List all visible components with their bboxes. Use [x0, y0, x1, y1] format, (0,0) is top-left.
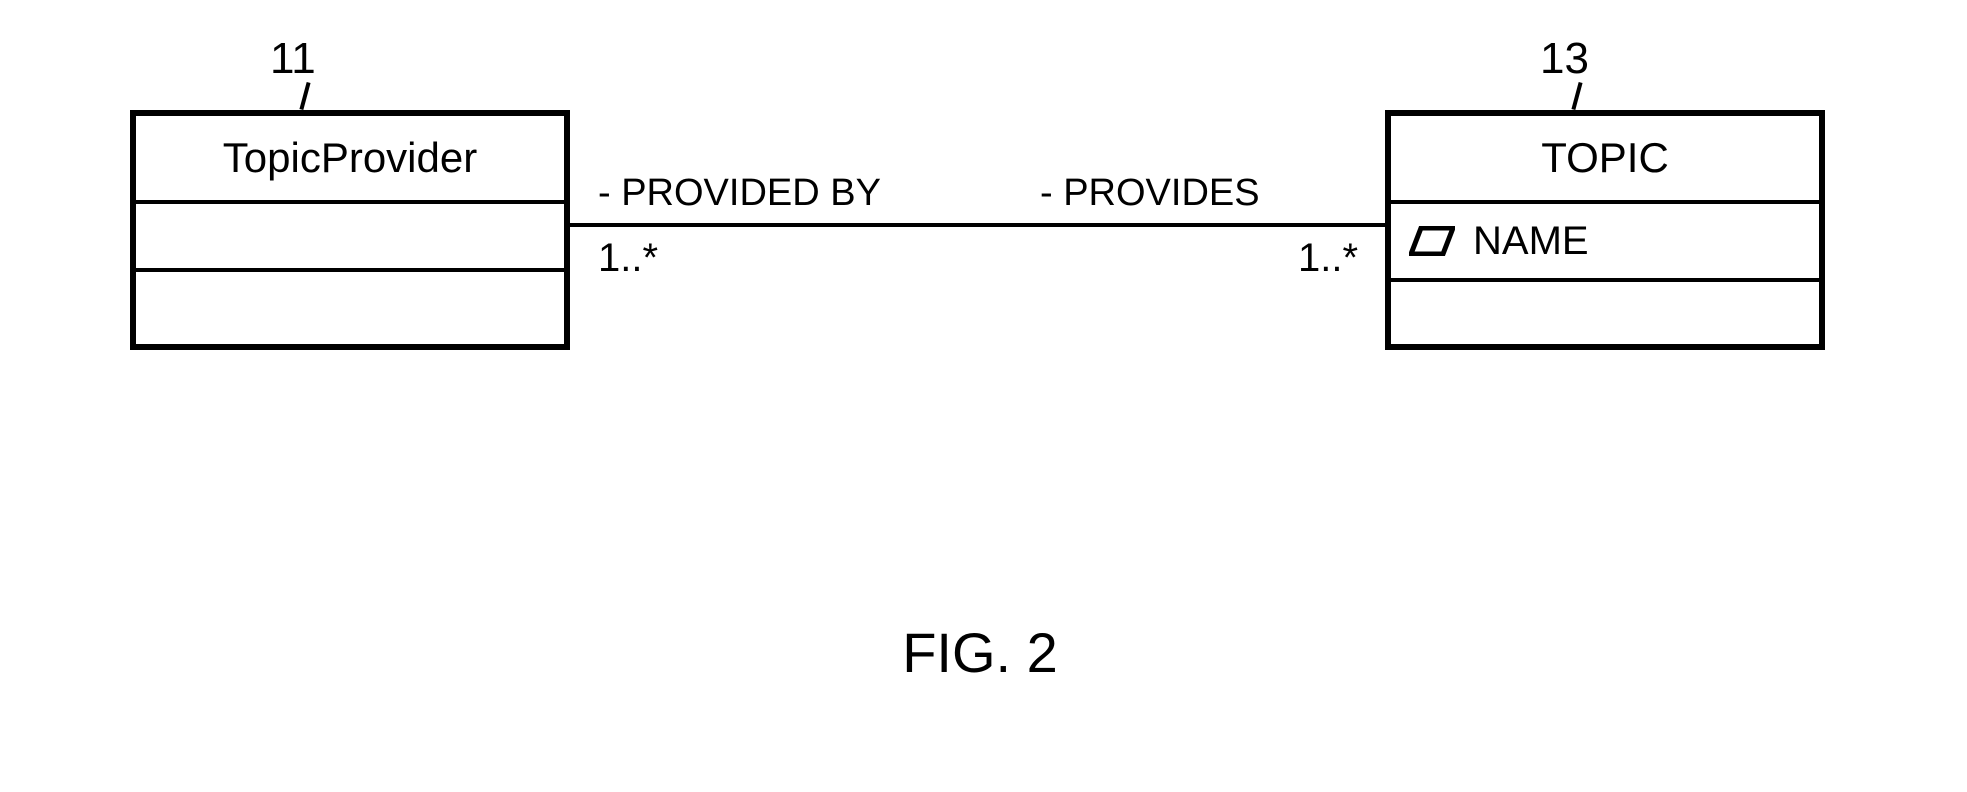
class-topic-attr-name: NAME [1473, 219, 1589, 264]
right-ref-number: 13 [1540, 34, 1589, 84]
association-role-right: - PROVIDES [1040, 172, 1260, 215]
class-topic-attrs: NAME [1391, 204, 1819, 282]
class-topicprovider-attrs [136, 204, 564, 272]
association-role-left: - PROVIDED BY [598, 172, 881, 215]
class-topicprovider: TopicProvider [130, 110, 570, 350]
class-topic-name: TOPIC [1541, 134, 1669, 182]
left-ref-number: 11 [270, 34, 316, 84]
left-ref-tick [299, 82, 310, 110]
association-line [570, 223, 1385, 227]
class-topicprovider-name: TopicProvider [223, 134, 477, 182]
association-mult-left: 1..* [598, 236, 658, 281]
class-topic: TOPIC NAME [1385, 110, 1825, 350]
class-topic-header: TOPIC [1391, 116, 1819, 204]
diagram-canvas: 11 13 TopicProvider TOPIC NAME - PROVIDE… [0, 0, 1967, 792]
class-topic-ops [1391, 282, 1819, 344]
class-topicprovider-ops [136, 272, 564, 344]
association-mult-right: 1..* [1298, 236, 1358, 281]
class-topic-attr-row: NAME [1391, 204, 1819, 278]
class-topicprovider-header: TopicProvider [136, 116, 564, 204]
parallelogram-icon [1409, 226, 1455, 256]
figure-caption: FIG. 2 [830, 620, 1130, 685]
right-ref-tick [1571, 82, 1582, 110]
